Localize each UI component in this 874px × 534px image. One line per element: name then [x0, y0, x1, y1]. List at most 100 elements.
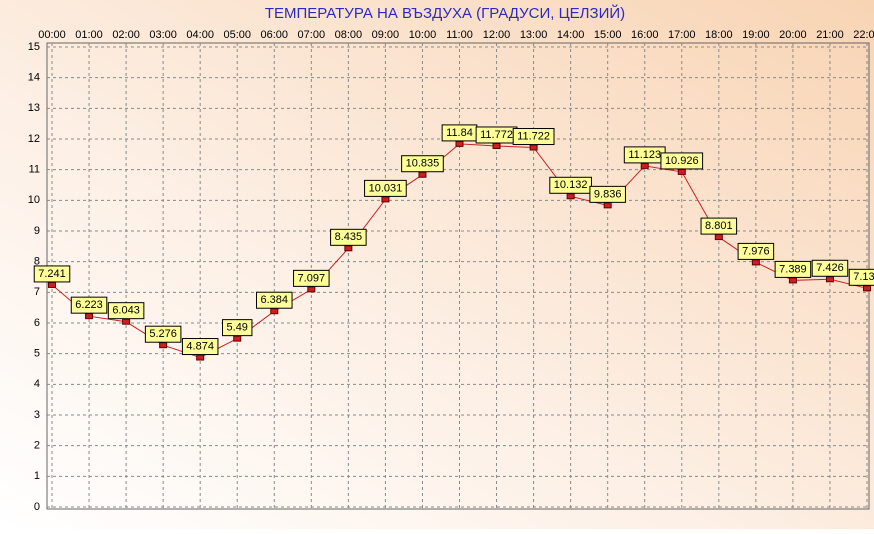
y-tick-label: 12 [28, 133, 40, 145]
x-tick-label: 09:00 [372, 29, 400, 41]
point-marker [85, 313, 94, 320]
y-tick-label: 9 [34, 225, 40, 237]
data-label: 10.835 [406, 158, 440, 170]
x-tick-label: 02:00 [112, 29, 140, 41]
data-label: 4.874 [186, 340, 214, 352]
x-tick-label: 00:00 [38, 29, 66, 41]
point-marker [640, 162, 649, 169]
data-label-box [107, 302, 145, 320]
x-tick-label: 20:00 [779, 29, 807, 41]
point-marker [122, 318, 131, 325]
point-marker [751, 259, 760, 266]
data-label: 6.223 [75, 299, 103, 311]
point-marker [418, 171, 427, 178]
y-tick-label: 6 [34, 317, 40, 329]
y-tick-label: 0 [34, 501, 40, 513]
x-tick-label: 08:00 [335, 29, 363, 41]
y-tick-label: 8 [34, 256, 40, 268]
x-tick-label: 18:00 [705, 29, 733, 41]
x-tick-label: 13:00 [520, 29, 548, 41]
data-label-box [222, 319, 253, 337]
x-tick-label: 07:00 [298, 29, 326, 41]
x-tick-label: 19:00 [742, 29, 770, 41]
data-label-box [848, 268, 874, 286]
data-label: 7.976 [742, 245, 770, 257]
data-label-box [549, 176, 592, 194]
data-label: 8.801 [705, 220, 733, 232]
y-tick-label: 15 [28, 41, 40, 53]
y-tick-label: 1 [34, 470, 40, 482]
y-tick-label: 5 [34, 348, 40, 360]
y-tick-label: 3 [34, 409, 40, 421]
data-label-box [737, 242, 775, 260]
data-label: 6.384 [261, 294, 289, 306]
x-tick-label: 15:00 [594, 29, 622, 41]
x-tick-label: 01:00 [75, 29, 103, 41]
data-label-box [181, 338, 219, 356]
data-label-box [364, 179, 407, 197]
x-tick-label: 22:00 [853, 29, 874, 41]
data-label: 7.389 [779, 263, 807, 275]
y-tick-label: 10 [28, 194, 40, 206]
data-label: 9.836 [594, 188, 622, 200]
y-tick-label: 13 [28, 102, 40, 114]
data-label-box [774, 260, 812, 278]
data-label: 7.426 [816, 262, 844, 274]
x-tick-label: 12:00 [483, 29, 511, 41]
data-label-box [330, 228, 367, 246]
data-label: 10.926 [665, 155, 699, 167]
data-label-box [256, 291, 293, 309]
point-marker [307, 286, 316, 293]
y-tick-label: 2 [34, 440, 40, 452]
x-tick-label: 21:00 [816, 29, 844, 41]
point-marker [381, 196, 390, 203]
data-label-box [70, 296, 108, 314]
point-marker [48, 281, 56, 288]
data-label-box [144, 325, 182, 343]
point-marker [270, 308, 279, 315]
data-label-box [811, 259, 849, 277]
data-label: 7.097 [298, 272, 326, 284]
y-tick-label: 7 [34, 286, 40, 298]
point-marker [603, 202, 612, 209]
x-tick-label: 14:00 [557, 29, 585, 41]
point-marker [455, 140, 464, 147]
data-label: 11.772 [480, 129, 513, 141]
data-label-box [660, 152, 704, 170]
data-label: 11.722 [517, 130, 550, 142]
data-label: 10.132 [554, 179, 588, 191]
data-label: 7.241 [38, 268, 66, 280]
x-tick-label: 10:00 [409, 29, 437, 41]
y-tick-label: 14 [28, 72, 40, 84]
point-marker [788, 277, 797, 284]
data-label: 6.043 [112, 305, 140, 317]
x-tick-label: 03:00 [149, 29, 177, 41]
y-tick-label: 11 [29, 164, 40, 176]
data-label-box [512, 128, 555, 146]
point-marker [714, 234, 723, 241]
point-marker [233, 335, 242, 342]
data-label: 11.123 [628, 149, 661, 161]
data-label-box [589, 185, 626, 203]
x-tick-label: 16:00 [631, 29, 659, 41]
point-marker [677, 168, 686, 175]
point-marker [863, 285, 871, 292]
point-marker [566, 193, 575, 200]
point-marker [492, 142, 501, 149]
x-tick-label: 11:00 [446, 29, 473, 41]
x-tick-label: 04:00 [186, 29, 214, 41]
chart-title: ТЕМПЕРАТУРА НА ВЪЗДУХА (ГРАДУСИ, ЦЕЛЗИЙ) [265, 4, 625, 22]
data-label: 7.131 [853, 271, 874, 283]
point-marker [196, 354, 205, 361]
data-label-box [401, 155, 444, 173]
data-label: 11.84 [446, 127, 473, 139]
data-label-box [33, 265, 71, 283]
y-tick-label: 4 [34, 378, 40, 390]
data-label: 8.435 [335, 231, 363, 243]
data-label-box [293, 269, 330, 287]
x-tick-label: 06:00 [261, 29, 289, 41]
x-tick-label: 05:00 [223, 29, 251, 41]
data-label: 10.031 [369, 182, 403, 194]
